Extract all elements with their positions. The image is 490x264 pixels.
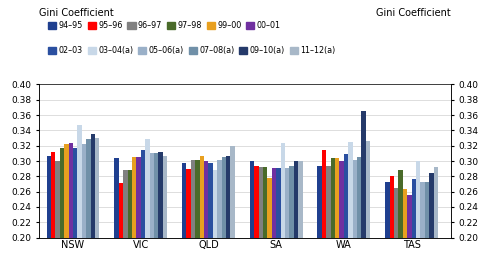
Bar	[298, 161, 302, 264]
Bar	[213, 170, 217, 264]
Bar	[353, 160, 357, 264]
Bar	[276, 168, 281, 264]
Bar	[412, 179, 416, 264]
Bar	[362, 111, 366, 264]
Bar	[163, 157, 167, 264]
Bar	[344, 154, 348, 264]
Bar	[64, 144, 69, 264]
Bar	[250, 161, 254, 264]
Bar	[123, 170, 127, 264]
Bar	[429, 173, 434, 264]
Bar	[221, 157, 226, 264]
Bar	[158, 152, 163, 264]
Bar	[331, 158, 335, 264]
Bar	[195, 160, 199, 264]
Text: Gini Coefficient: Gini Coefficient	[376, 8, 451, 18]
Bar	[186, 169, 191, 264]
Bar	[407, 195, 412, 264]
Bar	[208, 163, 213, 264]
Bar	[226, 156, 230, 264]
Bar	[416, 161, 420, 264]
Bar	[420, 182, 425, 264]
Bar	[272, 168, 276, 264]
Bar	[145, 139, 149, 264]
Bar	[154, 153, 158, 264]
Bar	[289, 166, 294, 264]
Bar	[47, 156, 51, 264]
Bar	[285, 168, 289, 264]
Bar	[91, 134, 95, 264]
Bar	[434, 167, 438, 264]
Bar	[51, 152, 55, 264]
Legend: 02–03, 03–04(a), 05–06(a), 07–08(a), 09–10(a), 11–12(a): 02–03, 03–04(a), 05–06(a), 07–08(a), 09–…	[48, 46, 335, 55]
Bar	[281, 143, 285, 264]
Bar	[263, 167, 268, 264]
Bar	[149, 153, 154, 264]
Text: Gini Coefficient: Gini Coefficient	[39, 8, 114, 18]
Bar	[119, 183, 123, 264]
Bar	[322, 150, 326, 264]
Bar	[268, 178, 272, 264]
Bar	[403, 188, 407, 264]
Bar	[141, 149, 145, 264]
Bar	[394, 188, 398, 264]
Bar	[82, 144, 86, 264]
Bar	[69, 143, 73, 264]
Bar	[127, 170, 132, 264]
Bar	[132, 157, 136, 264]
Bar	[204, 161, 208, 264]
Bar	[326, 166, 331, 264]
Bar	[385, 182, 390, 264]
Bar	[95, 138, 99, 264]
Bar	[294, 161, 298, 264]
Bar	[73, 148, 77, 264]
Bar	[199, 157, 204, 264]
Bar	[318, 166, 322, 264]
Bar	[335, 158, 340, 264]
Bar	[60, 148, 64, 264]
Bar	[114, 158, 119, 264]
Bar	[191, 159, 195, 264]
Bar	[390, 176, 394, 264]
Bar	[136, 157, 141, 264]
Bar	[398, 170, 403, 264]
Bar	[182, 163, 186, 264]
Bar	[366, 141, 370, 264]
Bar	[357, 157, 362, 264]
Bar	[259, 167, 263, 264]
Bar	[340, 161, 344, 264]
Bar	[254, 166, 259, 264]
Bar	[86, 139, 91, 264]
Bar	[230, 147, 235, 264]
Bar	[55, 161, 60, 264]
Bar	[348, 142, 353, 264]
Legend: 94–95, 95–96, 96–97, 97–98, 99–00, 00–01: 94–95, 95–96, 96–97, 97–98, 99–00, 00–01	[48, 21, 281, 30]
Bar	[77, 125, 82, 264]
Bar	[425, 182, 429, 264]
Bar	[217, 159, 221, 264]
